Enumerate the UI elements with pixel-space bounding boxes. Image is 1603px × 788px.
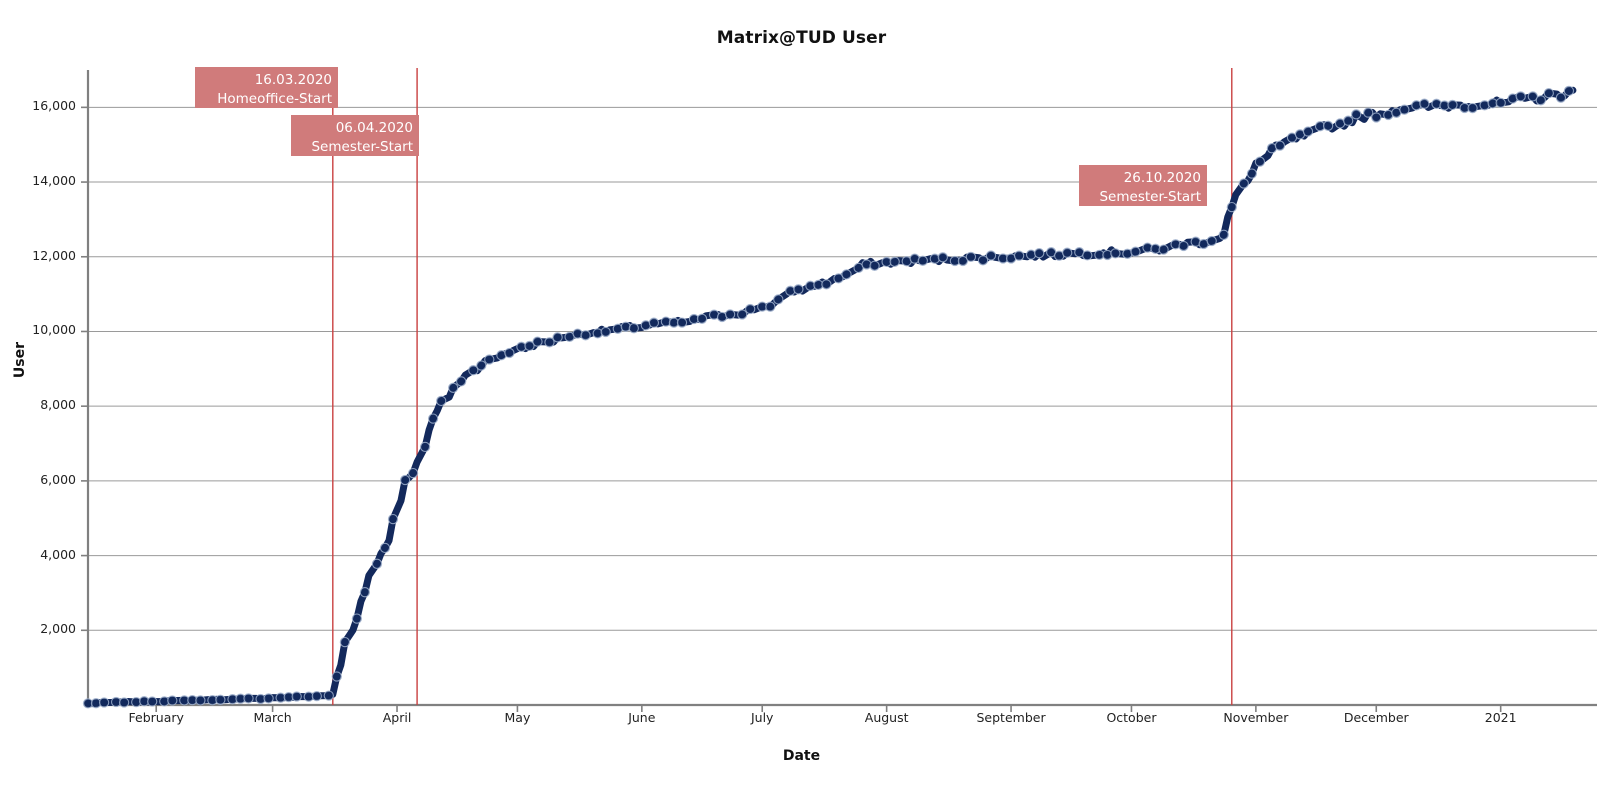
x-tick-label: February [128, 710, 184, 725]
axis-lines [85, 70, 1597, 707]
y-tick-label: 14,000 [32, 173, 76, 189]
y-tick-label: 2,000 [40, 621, 76, 637]
annotation-date: 16.03.2020 [254, 72, 332, 88]
x-axis-ticks [155, 705, 1502, 712]
x-tick-label: July [750, 710, 774, 725]
x-tick-label: October [1106, 710, 1157, 725]
annotation-date: 06.04.2020 [335, 120, 413, 136]
x-tick-label: 2021 [1484, 710, 1517, 725]
x-tick-label: September [976, 710, 1046, 725]
y-tick-label: 8,000 [40, 397, 76, 413]
annotation-semester-start-autumn: 26.10.2020 Semester-Start [1079, 165, 1207, 206]
x-tick-label: April [382, 710, 412, 725]
annotation-semester-start-spring: 06.04.2020 Semester-Start [291, 115, 419, 156]
annotation-homeoffice-start: 16.03.2020 Homeoffice-Start [195, 67, 338, 108]
x-tick-label: December [1343, 710, 1409, 725]
x-axis-title: Date [782, 748, 821, 764]
y-tick-label: 4,000 [40, 546, 76, 562]
x-tick-label: June [628, 710, 656, 725]
x-tick-label: August [864, 710, 909, 725]
y-axis-ticks [81, 106, 88, 632]
y-tick-label: 16,000 [32, 98, 76, 114]
data-series-user [82, 85, 1577, 709]
annotation-label: Semester-Start [311, 139, 413, 155]
chart-title: Matrix@TUD User [716, 28, 887, 48]
y-tick-label: 6,000 [40, 471, 76, 487]
annotation-label: Semester-Start [1099, 189, 1201, 205]
x-tick-label: May [504, 710, 531, 725]
x-tick-label: March [253, 710, 292, 725]
y-tick-label: 12,000 [32, 247, 76, 263]
y-tick-label: 10,000 [32, 322, 76, 338]
annotation-label: Homeoffice-Start [217, 91, 332, 107]
x-tick-label: November [1223, 710, 1289, 725]
annotation-date: 26.10.2020 [1123, 170, 1201, 186]
annotation-vlines [332, 68, 1233, 705]
gridlines [88, 106, 1597, 631]
